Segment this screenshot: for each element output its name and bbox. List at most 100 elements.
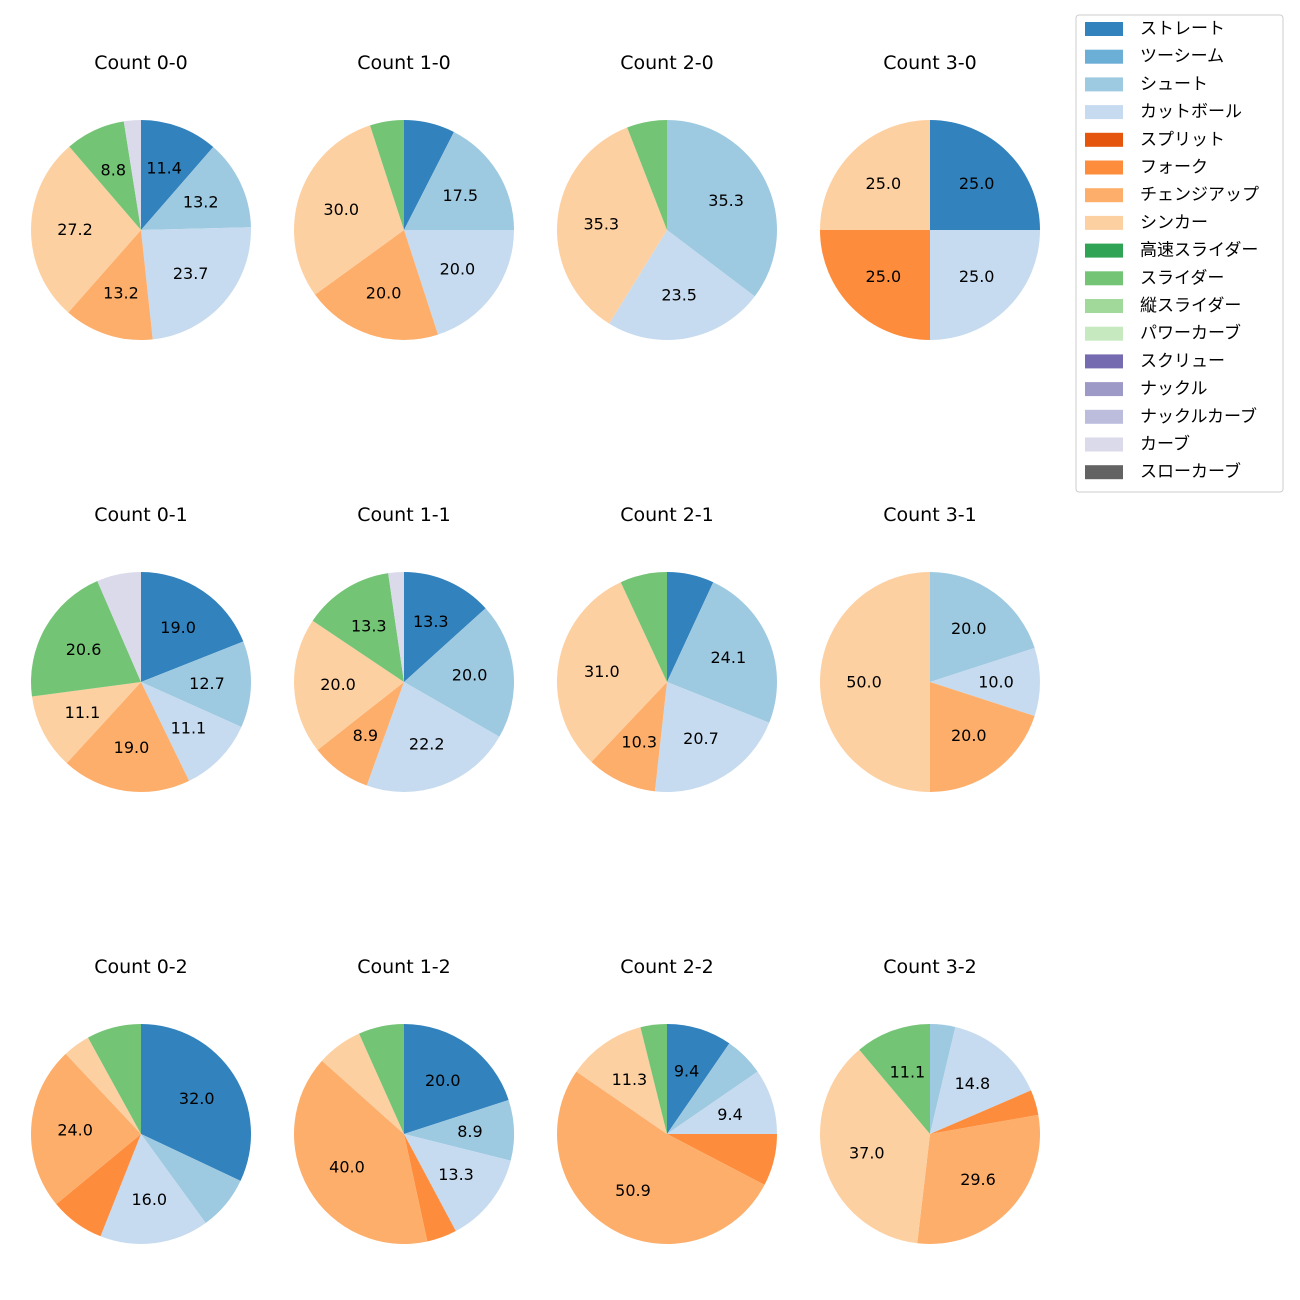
slice-チェンジアップ (557, 1071, 765, 1244)
legend-label: ナックルカーブ (1140, 406, 1257, 427)
slice-シュート (667, 582, 778, 723)
slice-チェンジアップ (930, 682, 1035, 792)
legend-item: チェンジアップ (1085, 185, 1259, 205)
slice-label: 25.0 (959, 174, 995, 193)
legend-swatch (1085, 22, 1123, 36)
legend-label: フォーク (1140, 158, 1208, 178)
slice-label: 50.9 (615, 1181, 651, 1200)
slice-フォーク (404, 1134, 456, 1242)
slice-フォーク (820, 230, 930, 340)
pie-title: Count 2-1 (620, 504, 714, 526)
slice-チェンジアップ (68, 230, 153, 340)
slice-シンカー (576, 1027, 667, 1134)
legend-swatch (1085, 188, 1123, 203)
slice-フォーク (667, 1134, 778, 1185)
legend-swatch (1085, 271, 1123, 286)
slice-label: 35.3 (708, 191, 744, 210)
slice-カットボール (609, 230, 755, 341)
slice-カーブ (388, 572, 404, 682)
slice-label: 24.0 (57, 1120, 93, 1139)
legend-swatch (1085, 382, 1123, 397)
pie-count-0-0: Count 0-011.413.223.713.227.28.8 (30, 52, 251, 340)
slice-label: 20.0 (366, 283, 402, 302)
pie-title: Count 2-0 (620, 52, 714, 74)
slice-label: 12.7 (189, 674, 225, 693)
pie-title: Count 0-1 (94, 504, 188, 526)
pie-title: Count 3-2 (883, 956, 977, 978)
legend-items: ストレートツーシームシュートカットボールスプリットフォークチェンジアップシンカー… (1085, 19, 1259, 482)
slice-label: 20.0 (425, 1071, 461, 1090)
slice-シンカー (820, 1049, 930, 1244)
slice-スライダー (620, 572, 667, 682)
slice-チェンジアップ (315, 230, 438, 340)
slice-ストレート (141, 572, 244, 682)
slice-label: 25.0 (959, 267, 995, 286)
legend-label: 高速スライダー (1140, 241, 1258, 261)
slice-ストレート (667, 572, 714, 682)
slice-label: 8.9 (457, 1122, 482, 1141)
slice-label: 40.0 (329, 1158, 365, 1177)
slice-スライダー (640, 1024, 667, 1134)
slice-スライダー (627, 120, 667, 230)
legend-swatch (1085, 409, 1123, 424)
legend-label: スプリット (1140, 130, 1225, 150)
slice-label: 11.1 (65, 703, 101, 722)
legend-label: カーブ (1140, 434, 1190, 455)
legend-item: フォーク (1085, 158, 1208, 178)
slice-シンカー (556, 582, 667, 762)
legend-swatch (1085, 354, 1123, 369)
legend-label: ツーシーム (1140, 47, 1224, 67)
slice-スライダー (88, 1024, 141, 1134)
legend-swatch (1085, 132, 1123, 147)
slice-label: 11.3 (612, 1070, 648, 1089)
slice-カットボール (667, 1071, 777, 1134)
slice-label: 13.3 (413, 612, 449, 631)
legend-item: ツーシーム (1085, 47, 1224, 67)
legend-swatch (1085, 437, 1123, 452)
legend-label: ストレート (1140, 19, 1225, 39)
slice-スライダー (30, 581, 141, 697)
slice-label: 11.4 (146, 159, 182, 178)
legend-swatch (1085, 326, 1123, 341)
pie-count-3-1: Count 3-1 20.0 10.0 20.0 50.0 (820, 504, 1040, 792)
slice-label: 9.4 (674, 1061, 699, 1080)
slice-シンカー (65, 1037, 141, 1134)
slice-label: 50.0 (846, 673, 882, 692)
slice-label: 13.2 (183, 192, 219, 211)
slice-カットボール (141, 682, 242, 781)
slice-チェンジアップ (591, 682, 667, 792)
legend-item: カットボール (1085, 102, 1242, 122)
slice-カーブ (123, 120, 141, 230)
slice-label: 20.0 (320, 675, 356, 694)
slice-シンカー (294, 620, 404, 750)
pie-title: Count 2-2 (620, 956, 714, 978)
slice-スライダー (859, 1023, 930, 1134)
slice-チェンジアップ (917, 1114, 1040, 1244)
legend-label: カットボール (1140, 102, 1242, 122)
legend-swatch (1085, 160, 1123, 175)
legend-item: スローカーブ (1085, 461, 1241, 482)
pie-count-2-1: Count 2-1 24.1 20.7 10.3 31.0 (556, 504, 778, 792)
legend-item: シンカー (1085, 213, 1208, 233)
slice-フォーク (930, 1090, 1039, 1134)
slice-シンカー (30, 146, 141, 313)
pie-count-1-2: Count 1-2 20.0 8.9 13.3 40.0 (293, 956, 514, 1244)
slice-チェンジアップ (317, 682, 404, 786)
slice-label: 20.0 (951, 619, 987, 638)
legend-swatch (1085, 77, 1123, 92)
slice-label: 13.3 (438, 1165, 474, 1184)
slice-label: 19.0 (114, 738, 150, 757)
slice-label: 17.5 (442, 186, 478, 205)
legend-frame (1075, 14, 1284, 493)
slice-label: 8.9 (353, 726, 378, 745)
slice-カットボール (930, 230, 1040, 340)
slice-label: 31.0 (584, 662, 620, 681)
legend-label: シュート (1140, 74, 1208, 94)
slice-label: 24.1 (711, 648, 747, 667)
legend-item: スプリット (1085, 130, 1225, 150)
pie-title: Count 0-0 (94, 52, 188, 74)
legend-item: シュート (1085, 74, 1208, 94)
slice-label: 20.0 (452, 665, 488, 684)
slice-シンカー (293, 125, 404, 295)
